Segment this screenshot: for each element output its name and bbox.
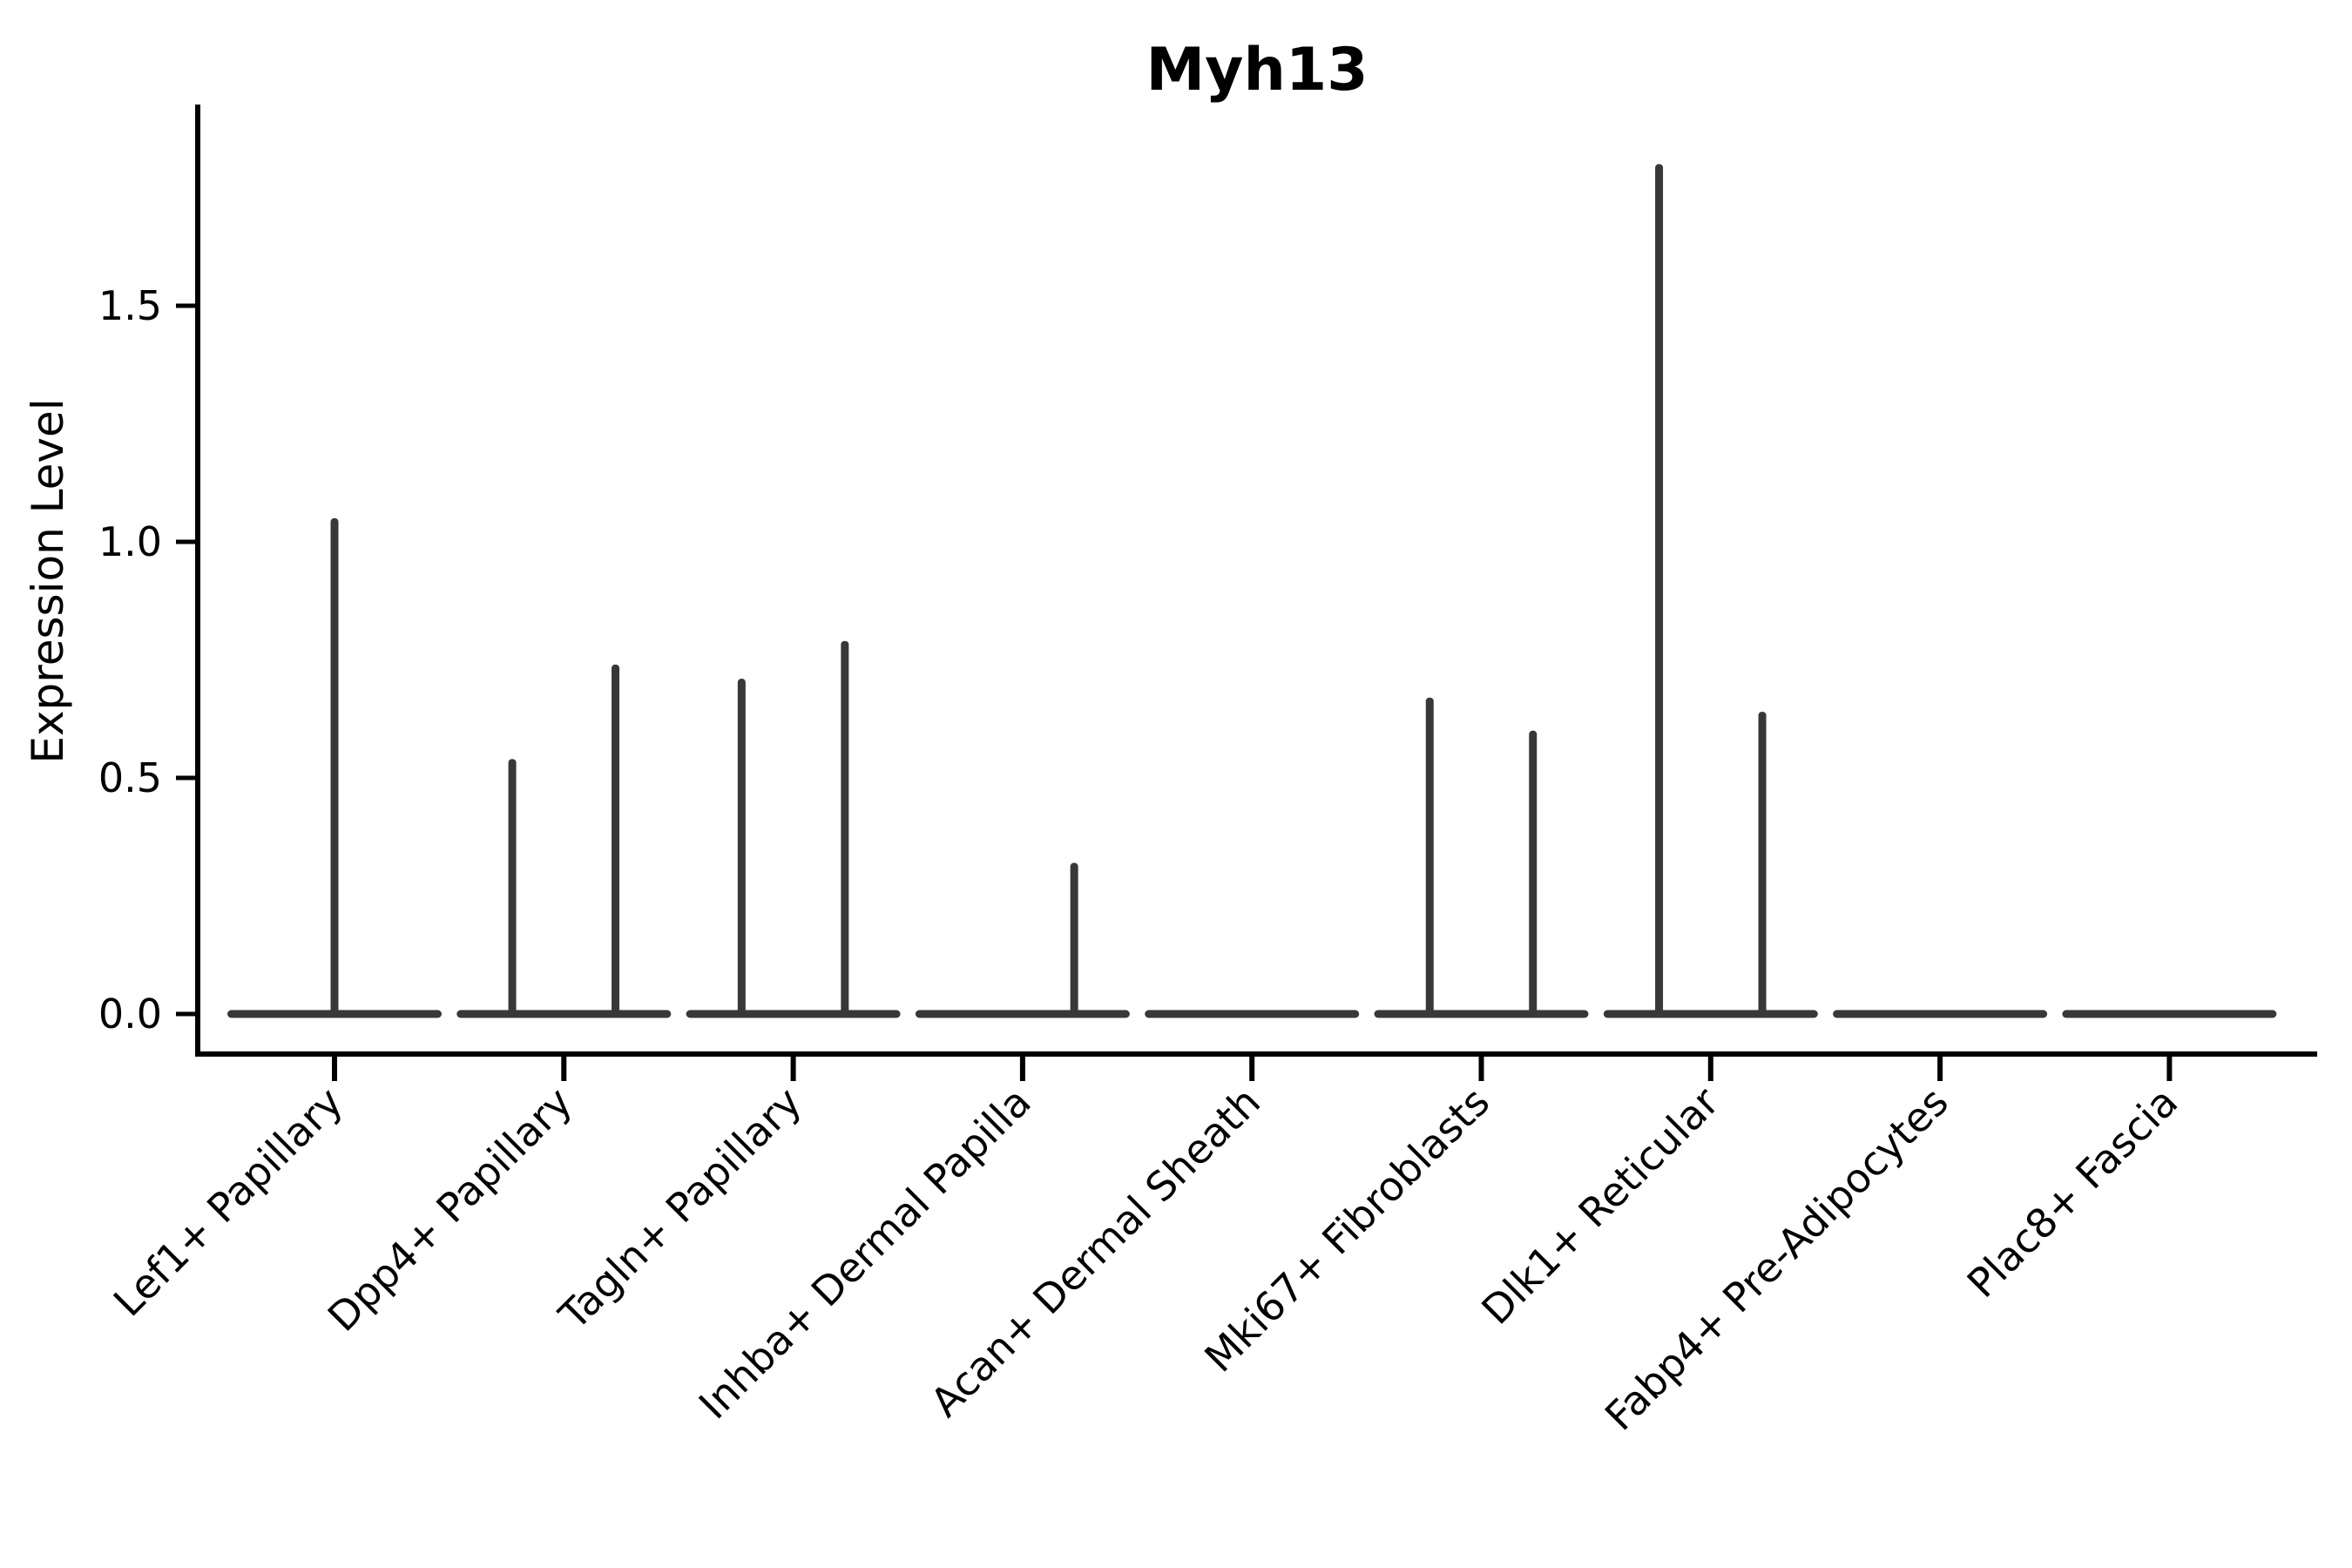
- violin-spike: [737, 679, 746, 1014]
- violin-baseline: [2062, 1010, 2277, 1018]
- x-tick-label: Dlk1+ Reticular: [1472, 1078, 1727, 1334]
- violin-spike: [1758, 712, 1767, 1014]
- violin-baseline: [1145, 1010, 1360, 1018]
- violin-spike: [330, 517, 339, 1014]
- violin-spike: [508, 759, 517, 1014]
- violin-spike: [1425, 697, 1434, 1014]
- x-tick-label: Plac8+ Fascia: [1958, 1078, 2186, 1307]
- y-axis-label: Expression Level: [23, 398, 73, 763]
- violin-baseline: [1374, 1010, 1589, 1018]
- violin-baseline: [456, 1010, 672, 1018]
- x-tick-label: Dpp4+ Papillary: [319, 1078, 581, 1341]
- x-tick-label: Tagln+ Papillary: [550, 1078, 811, 1340]
- y-tick-label: 1.0: [98, 518, 162, 565]
- violin-baseline: [686, 1010, 901, 1018]
- violin-spike: [1655, 164, 1664, 1014]
- violin-spike: [1070, 862, 1078, 1014]
- violin-baseline: [1833, 1010, 2048, 1018]
- y-tick-label: 1.5: [98, 282, 162, 329]
- violin-baseline: [915, 1010, 1130, 1018]
- violin-spike: [1529, 730, 1538, 1014]
- chart-title: Myh13: [1146, 36, 1368, 105]
- x-tick-label: Lef1+ Papillary: [105, 1078, 352, 1326]
- violins: [227, 164, 2277, 1018]
- violin-spike: [841, 640, 849, 1014]
- violin-baseline: [1603, 1010, 1818, 1018]
- y-tick-label: 0.5: [98, 754, 162, 801]
- y-axis-ticks: 0.0 0.5 1.0 1.5: [98, 282, 198, 1037]
- y-tick-label: 0.0: [98, 990, 162, 1037]
- violin-spike: [612, 664, 620, 1014]
